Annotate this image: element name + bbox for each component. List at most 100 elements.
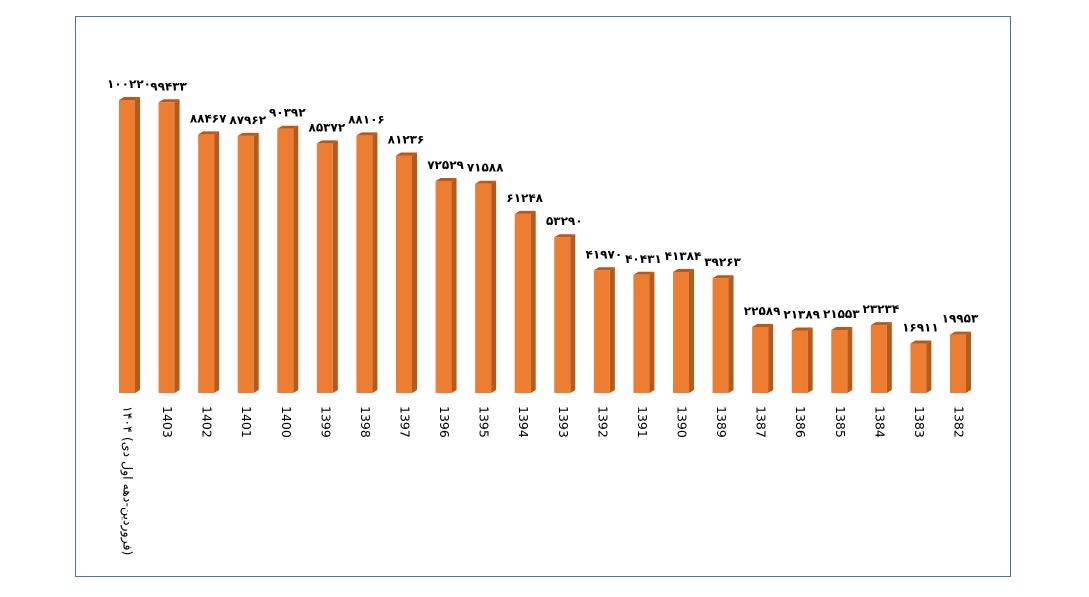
- value-label: ۱۹۹۵۳: [942, 312, 979, 326]
- bar-top: [119, 97, 140, 100]
- bar-top: [395, 152, 417, 156]
- bar-top: [752, 323, 774, 327]
- bar-side: [174, 99, 180, 394]
- bar-side: [807, 327, 813, 393]
- bar-top: [316, 140, 338, 144]
- chart-frame: [75, 16, 1011, 577]
- x-tick-label: 1397: [397, 406, 412, 438]
- value-label: ۹۹۴۳۳: [150, 79, 187, 93]
- bar-top: [910, 340, 932, 344]
- bar-side: [649, 271, 655, 393]
- bar-side: [847, 326, 853, 393]
- bar: [119, 100, 135, 393]
- x-tick-label: 1391: [635, 406, 650, 438]
- bar: [277, 128, 294, 393]
- x-tick-label: 1398: [358, 406, 373, 438]
- bar-side: [214, 131, 220, 393]
- value-label: ۴۱۳۸۴: [665, 249, 702, 263]
- bar-top: [712, 275, 734, 279]
- x-tick-label: 1399: [318, 406, 333, 438]
- bar-top: [870, 322, 892, 326]
- bar: [395, 155, 412, 393]
- value-label: ۸۸۴۶۷: [190, 111, 227, 125]
- x-tick-label: 1383: [912, 406, 927, 438]
- value-label: ۲۱۵۵۳: [823, 307, 860, 321]
- value-label: ۶۱۲۴۸: [506, 191, 543, 205]
- value-label: ۸۱۲۳۶: [388, 133, 425, 147]
- value-label: ۲۱۳۸۹: [783, 307, 820, 321]
- x-tick-label: 1386: [793, 406, 808, 438]
- bar-top: [237, 132, 259, 136]
- bar: [554, 237, 571, 393]
- x-tick-label: 1390: [674, 406, 689, 438]
- value-label: ۳۹۲۶۳: [704, 255, 741, 269]
- bar: [672, 272, 689, 393]
- value-label: ۷۲۵۲۹: [427, 158, 464, 172]
- bar-side: [372, 132, 378, 393]
- x-tick-label: 1394: [516, 406, 531, 438]
- x-tick-label: 1382: [951, 406, 966, 438]
- bar: [198, 134, 215, 393]
- value-label: ۱۰۰۲۲۰: [107, 77, 151, 91]
- bar: [237, 135, 254, 393]
- bar-side: [332, 140, 338, 393]
- bar-side: [688, 269, 694, 393]
- bar-top: [198, 131, 220, 135]
- x-tick-label: 1389: [714, 406, 729, 438]
- bar: [356, 135, 373, 393]
- bar: [593, 270, 610, 393]
- bar-top: [435, 177, 457, 181]
- x-tick-label: ۱۴۰۴ (فروردین-دهه اول دی): [120, 406, 136, 555]
- bar-top: [514, 210, 536, 214]
- bar-side: [411, 152, 417, 393]
- bar-side: [926, 340, 932, 393]
- value-label: ۸۸۱۰۶: [348, 112, 385, 126]
- bar-side: [965, 331, 971, 393]
- x-tick-label: 1403: [160, 406, 175, 438]
- bar-top: [554, 234, 576, 238]
- bar: [752, 326, 769, 393]
- bar: [712, 278, 729, 393]
- bar-top: [356, 132, 378, 136]
- bar-top: [791, 327, 813, 331]
- bar: [831, 329, 848, 393]
- value-label: ۹۰۳۹۲: [269, 106, 306, 120]
- x-tick-label: 1401: [239, 406, 254, 438]
- bar-side: [609, 267, 615, 393]
- x-tick-label: 1396: [437, 406, 452, 438]
- bar-top: [277, 125, 299, 129]
- x-tick-label: 1392: [595, 406, 610, 438]
- bar-side: [768, 323, 774, 393]
- x-tick-label: 1387: [754, 406, 769, 438]
- value-label: ۲۳۲۳۴: [863, 302, 900, 316]
- bar-top: [475, 180, 497, 184]
- bar-side: [886, 322, 892, 393]
- bar: [870, 325, 887, 393]
- x-tick-label: 1393: [556, 406, 571, 438]
- bar-top: [672, 269, 694, 273]
- bar-top: [633, 271, 655, 275]
- bar: [316, 143, 333, 393]
- x-tick-label: 1402: [200, 406, 215, 438]
- value-label: ۴۰۴۳۱: [625, 252, 662, 266]
- bar: [475, 183, 492, 393]
- bar-side: [253, 132, 259, 393]
- bar-side: [728, 275, 734, 393]
- x-tick-label: 1400: [279, 406, 294, 438]
- bar: [633, 274, 650, 393]
- value-label: ۷۱۵۸۸: [467, 161, 504, 175]
- bar: [158, 102, 175, 394]
- bar-side: [293, 125, 299, 394]
- x-tick-label: 1384: [872, 406, 887, 438]
- value-label: ۱۶۹۱۱: [902, 321, 939, 335]
- x-tick-label: 1395: [477, 406, 492, 438]
- bar-side: [451, 177, 457, 393]
- bar-top: [593, 267, 615, 271]
- bar-top: [831, 326, 853, 330]
- value-label: ۲۲۵۸۹: [744, 304, 781, 318]
- value-label: ۸۵۳۷۲: [309, 120, 346, 134]
- bar: [949, 334, 966, 393]
- bar: [514, 213, 531, 393]
- bar: [791, 330, 808, 393]
